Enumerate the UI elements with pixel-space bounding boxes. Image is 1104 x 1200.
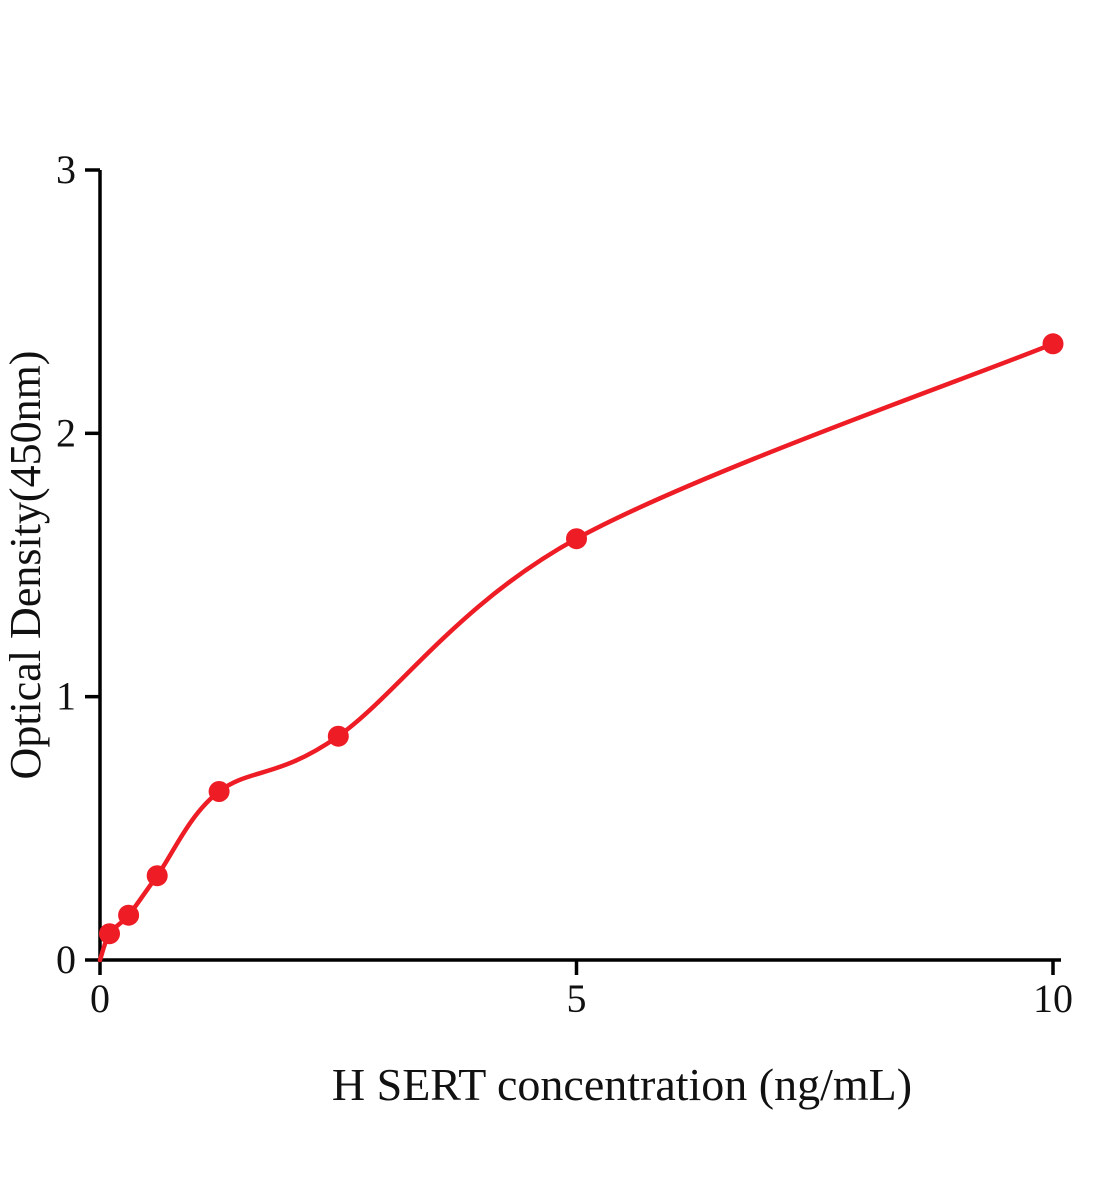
x-tick-label: 10 (1033, 976, 1073, 1021)
x-tick-label: 0 (90, 976, 110, 1021)
data-point (99, 923, 120, 945)
data-point (208, 781, 230, 802)
y-tick-label: 0 (56, 937, 76, 982)
fit-curve-line (97, 341, 1056, 963)
y-tick-label: 2 (56, 410, 76, 455)
plot-layer: 0 5 10 0 1 2 3 (56, 147, 1073, 1021)
data-point (1042, 333, 1064, 355)
x-tick-label: 5 (567, 976, 587, 1021)
data-point (327, 725, 349, 747)
y-axis-title: Optical Density(450nm) (1, 351, 50, 780)
data-point (566, 528, 587, 550)
x-axis-title: H SERT concentration (ng/mL) (332, 1059, 912, 1110)
y-tick-label: 3 (56, 147, 76, 192)
y-tick-label: 1 (56, 674, 76, 719)
data-point (146, 865, 168, 887)
data-point (118, 904, 140, 926)
